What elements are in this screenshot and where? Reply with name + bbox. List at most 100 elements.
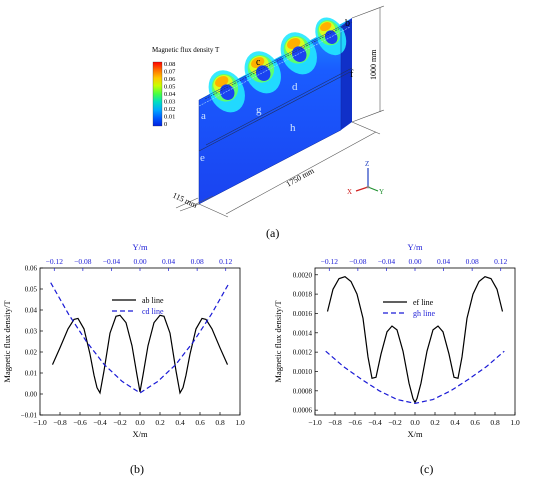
top-x-tick-label: 0.00 <box>133 257 146 266</box>
x-tick-label: −0.6 <box>348 418 362 427</box>
top-x-tick-label: 0.08 <box>191 257 204 266</box>
x-tick-label: −0.8 <box>328 418 342 427</box>
x-tick-label: 0.2 <box>430 418 440 427</box>
top-x-tick-label: −0.08 <box>349 257 367 266</box>
x-tick-label: −0.4 <box>368 418 382 427</box>
y-tick-label: 0.0014 <box>293 329 313 337</box>
wall-front-face <box>199 26 341 204</box>
x-tick-label: 0.4 <box>450 418 460 427</box>
y-tick-label: 0.04 <box>25 307 38 315</box>
dimension-thickness-label: 115 mm <box>171 191 199 211</box>
x-tick-label: 0.6 <box>470 418 480 427</box>
legend-label: ef line <box>413 298 434 307</box>
legend-label: cd line <box>142 307 164 316</box>
series-line-cd-line <box>50 282 230 394</box>
colorbar-tick-label: 0.04 <box>164 91 176 98</box>
line-ef <box>198 71 351 152</box>
x-tick-label: −0.8 <box>53 418 67 427</box>
panel-label-b: (b) <box>130 462 144 476</box>
colorbar-tick-label: 0.01 <box>164 114 175 121</box>
top-x-tick-label: 0.12 <box>494 257 507 266</box>
legend-label: ab line <box>142 296 164 305</box>
plot-frame <box>314 267 516 416</box>
dimension-height-label: 1000 mm <box>369 49 378 80</box>
x-tick-label: 1.0 <box>235 418 245 427</box>
dimension-length-label: 1750 mm <box>285 166 317 189</box>
panel-label-c: (c) <box>420 462 434 476</box>
point-label-e: e <box>200 152 205 164</box>
colorbar-tick-label: 0 <box>164 121 167 128</box>
y-tick-label: 0.0012 <box>293 349 313 357</box>
colorbar-title: Magnetic flux density T <box>152 46 220 54</box>
point-label-d: d <box>292 81 298 93</box>
series-line-gh-line <box>325 350 505 405</box>
point-label-a: a <box>201 110 206 122</box>
x-axis-title: X/m <box>132 429 148 439</box>
colorbar-tick-label: 0.02 <box>164 106 175 113</box>
y-tick-label: 0.06 <box>25 265 38 273</box>
y-tick-label: 0.0010 <box>293 368 313 376</box>
top-x-tick-label: 0.08 <box>466 257 479 266</box>
top-x-tick-label: 0.04 <box>437 257 450 266</box>
y-tick-label: −0.01 <box>21 412 38 420</box>
x-axis-title: X/m <box>407 429 423 439</box>
colorbar-tick-label: 0.05 <box>164 84 175 91</box>
y-axis-title: Magnetic flux density/T <box>275 300 283 383</box>
series-line-ab-line <box>51 314 229 395</box>
dimension-length <box>198 121 381 218</box>
x-tick-label: 0.4 <box>175 418 185 427</box>
point-label-h: h <box>290 122 296 134</box>
legend-label: gh line <box>413 309 435 318</box>
axis-triad-y: Y <box>379 188 384 196</box>
x-tick-label: 0.0 <box>135 418 145 427</box>
colorbar-tick-label: 0.06 <box>164 76 176 83</box>
y-tick-label: 0.05 <box>25 286 38 294</box>
y-tick-label: 0.0008 <box>293 387 313 395</box>
y-tick-label: 0.0018 <box>293 291 313 299</box>
top-x-tick-label: −0.04 <box>103 257 121 266</box>
y-tick-label: 0.00 <box>25 391 38 399</box>
top-x-tick-label: −0.08 <box>74 257 92 266</box>
colorbar-tick-label: 0.07 <box>164 69 176 76</box>
y-tick-label: 0.0020 <box>293 271 313 279</box>
top-x-tick-label: −0.12 <box>46 257 64 266</box>
line-gh <box>205 67 353 146</box>
colorbar-tick-label: 0.03 <box>164 99 175 106</box>
top-x-axis-title: Y/m <box>132 242 148 252</box>
chart-c: −1.0 −0.8 −0.6 −0.4 −0.2 0.0 0.2 0.4 0.6 0.8 1.0 −0… <box>275 242 520 439</box>
x-tick-label: 0.2 <box>155 418 165 427</box>
x-tick-label: −1.0 <box>33 418 47 427</box>
y-tick-label: 0.0016 <box>293 310 313 318</box>
panel-label-a: (a) <box>266 226 280 240</box>
x-tick-label: 0.0 <box>410 418 420 427</box>
top-x-tick-label: 0.12 <box>219 257 232 266</box>
x-tick-label: −0.2 <box>113 418 127 427</box>
line-ab <box>198 26 351 107</box>
x-tick-label: 0.6 <box>195 418 205 427</box>
line-cd <box>204 21 353 100</box>
top-x-axis-title: Y/m <box>407 242 423 252</box>
figure-a-3d-model: Magnetic flux density T 0.080.070.060.05… <box>152 5 385 218</box>
series-line-ef-line <box>326 276 504 404</box>
y-tick-label: 0.02 <box>25 349 38 357</box>
point-label-c: c <box>256 57 261 68</box>
dimension-height <box>351 5 385 123</box>
y-axis-title: Magnetic flux density/T <box>2 300 12 383</box>
x-tick-label: −0.2 <box>388 418 402 427</box>
x-tick-label: −0.4 <box>93 418 107 427</box>
top-x-tick-label: −0.04 <box>378 257 396 266</box>
top-x-tick-label: 0.00 <box>408 257 421 266</box>
chart-b: −1.0 −0.8 −0.6 −0.4 −0.2 0.0 0.2 0.4 0.6 0.8 1.0 −0… <box>2 242 245 439</box>
axis-triad-x: X <box>347 188 352 196</box>
axis-triad-z: Z <box>365 160 369 168</box>
plot-frame <box>39 267 241 416</box>
x-tick-label: −0.6 <box>73 418 87 427</box>
axis-triad <box>355 168 379 192</box>
x-tick-label: 1.0 <box>510 418 520 427</box>
point-label-f: f <box>350 69 354 80</box>
y-tick-label: 0.01 <box>25 370 38 378</box>
x-tick-label: −1.0 <box>308 418 322 427</box>
point-label-b: b <box>345 18 350 29</box>
dimension-thickness <box>175 195 214 212</box>
